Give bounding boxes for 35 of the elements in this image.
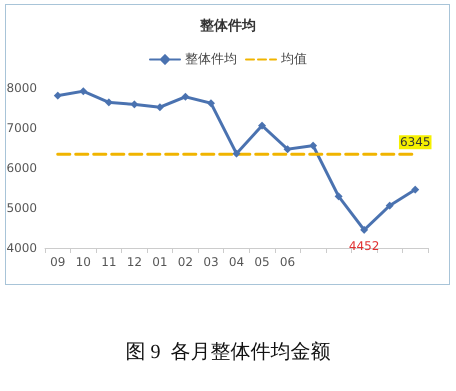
point [232, 150, 240, 158]
point [79, 87, 88, 96]
point [104, 98, 113, 106]
y-tick-label: 7000 [6, 121, 37, 135]
y-tick-label: 5000 [6, 201, 37, 215]
point [258, 122, 266, 130]
point [360, 226, 368, 234]
legend-label: 整体件均 [185, 52, 237, 67]
y-tick-label: 4000 [6, 241, 37, 255]
caption: 图 9 各月整体件均金额 [124, 340, 332, 365]
point [181, 92, 190, 101]
legend-label: 均值 [280, 52, 307, 67]
x-tick-label: 02 [178, 255, 194, 269]
x-tick-label: 11 [101, 255, 116, 269]
data-label: 6345 [400, 135, 431, 150]
point [206, 99, 215, 108]
point [386, 202, 394, 210]
chart-title: 整体件均 [199, 18, 256, 34]
point [334, 192, 343, 200]
data-label: 4452 [348, 238, 380, 253]
x-tick-label: 04 [228, 255, 244, 269]
x-tick-label: 01 [152, 255, 168, 269]
y-tick-label: 8000 [6, 81, 37, 95]
point [156, 103, 164, 112]
x-tick-label: 03 [203, 255, 219, 269]
point [54, 92, 62, 100]
point [284, 145, 292, 154]
x-tick-label: 09 [50, 255, 66, 269]
x-tick-label: 12 [126, 255, 142, 269]
x-tick-label: 06 [280, 255, 296, 269]
x-tick-label: 05 [254, 255, 270, 269]
point [411, 186, 420, 194]
point [309, 142, 318, 150]
x-tick-label: 10 [76, 255, 91, 269]
y-tick-label: 6000 [6, 161, 37, 175]
